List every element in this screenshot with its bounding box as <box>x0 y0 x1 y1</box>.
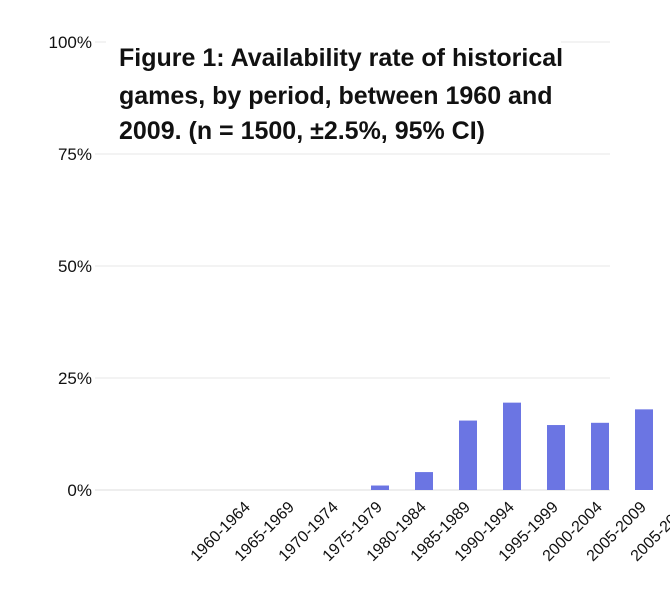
bars-layer <box>371 402 653 490</box>
x-axis-tick-labels: 1960-19641965-19691970-19741975-19791980… <box>188 499 670 565</box>
y-tick-label-0: 0% <box>67 481 92 500</box>
bar-9 <box>635 409 653 490</box>
y-tick-label-3: 75% <box>58 145 92 164</box>
chart-title-line-3: 2009. (n = 1500, ±2.5%, 95% CI) <box>119 117 485 145</box>
chart-title-line-1: Figure 1: Availability rate of historica… <box>119 44 563 72</box>
chart-title-background <box>106 41 561 153</box>
y-tick-label-1: 25% <box>58 369 92 388</box>
y-axis-tick-labels: 0% 25% 50% 75% 100% <box>49 33 92 500</box>
y-tick-label-4: 100% <box>49 33 92 52</box>
bar-5 <box>459 420 477 490</box>
chart-title: Figure 1: Availability rate of historica… <box>106 41 563 153</box>
bar-7 <box>547 425 565 490</box>
bar-6 <box>503 402 521 490</box>
y-tick-label-2: 50% <box>58 257 92 276</box>
bar-8 <box>591 422 609 490</box>
bar-3 <box>371 485 389 490</box>
chart-title-line-2: games, by period, between 1960 and <box>119 82 552 110</box>
bar-4 <box>415 472 433 490</box>
